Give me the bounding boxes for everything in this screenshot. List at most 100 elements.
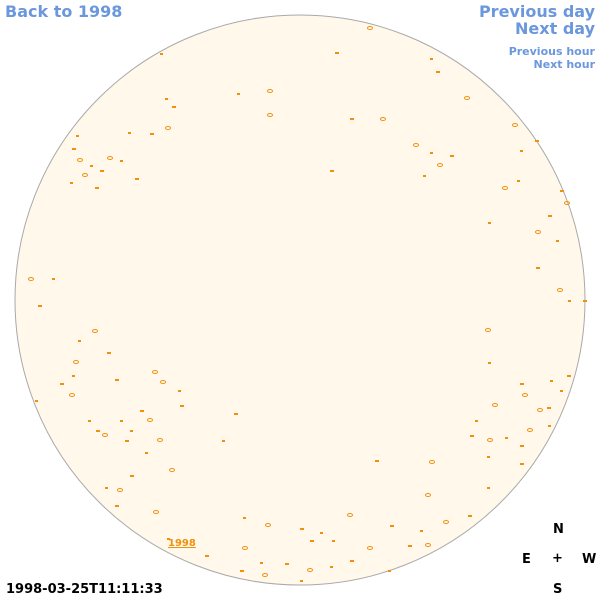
feature <box>350 560 354 562</box>
feature <box>547 407 551 409</box>
feature <box>73 360 79 364</box>
compass-east: E <box>522 552 531 567</box>
feature <box>548 215 552 217</box>
feature <box>300 528 304 530</box>
feature <box>267 89 273 93</box>
feature <box>527 428 533 432</box>
feature <box>517 180 520 182</box>
feature <box>135 178 139 180</box>
feature <box>390 525 394 527</box>
feature <box>488 362 491 364</box>
feature <box>380 117 386 121</box>
feature <box>145 452 148 454</box>
feature <box>388 570 391 572</box>
feature <box>237 93 240 95</box>
feature <box>335 52 339 54</box>
feature <box>537 408 543 412</box>
feature <box>413 143 419 147</box>
feature <box>505 437 508 439</box>
feature <box>169 468 175 472</box>
feature <box>72 375 75 377</box>
next-day-link[interactable]: Next day <box>515 19 595 38</box>
feature <box>153 510 159 514</box>
feature <box>512 123 518 127</box>
feature <box>332 540 335 542</box>
feature <box>165 98 168 100</box>
feature <box>320 532 323 534</box>
feature <box>120 160 123 162</box>
feature <box>548 425 551 427</box>
feature <box>165 126 171 130</box>
feature <box>96 430 100 432</box>
feature <box>425 543 431 547</box>
feature <box>72 148 76 150</box>
feature <box>70 182 73 184</box>
back-link[interactable]: Back to 1998 <box>5 2 123 21</box>
next-hour-link[interactable]: Next hour <box>533 58 596 71</box>
feature <box>430 152 433 154</box>
feature <box>205 555 209 557</box>
feature <box>267 113 273 117</box>
feature <box>100 170 104 172</box>
feature <box>157 438 163 442</box>
feature <box>285 563 289 565</box>
feature <box>240 570 244 572</box>
feature <box>88 420 91 422</box>
disk-label[interactable]: 1998 <box>168 538 196 549</box>
feature <box>38 305 42 307</box>
feature <box>568 300 571 302</box>
feature <box>300 580 303 582</box>
feature <box>35 400 38 402</box>
feature <box>222 440 225 442</box>
feature <box>567 375 571 377</box>
feature <box>347 513 353 517</box>
feature <box>560 390 563 392</box>
feature <box>423 175 426 177</box>
feature <box>430 58 433 60</box>
feature <box>420 530 423 532</box>
feature <box>180 405 184 407</box>
feature <box>429 460 435 464</box>
previous-day-link[interactable]: Previous day <box>478 2 595 21</box>
feature <box>160 380 166 384</box>
feature <box>107 156 113 160</box>
feature <box>443 520 449 524</box>
feature <box>160 53 163 55</box>
feature <box>535 140 539 142</box>
feature <box>330 170 334 172</box>
feature <box>69 393 75 397</box>
feature <box>243 517 246 519</box>
features <box>28 26 587 582</box>
feature <box>487 438 493 442</box>
feature <box>60 383 64 385</box>
feature <box>535 230 541 234</box>
feature <box>487 456 490 458</box>
feature <box>130 430 133 432</box>
feature <box>450 155 454 157</box>
feature <box>147 418 153 422</box>
feature <box>92 329 98 333</box>
previous-hour-link[interactable]: Previous hour <box>508 45 595 58</box>
feature <box>234 413 238 415</box>
feature <box>130 475 134 477</box>
feature <box>102 433 108 437</box>
feature <box>520 383 524 385</box>
feature <box>260 562 263 564</box>
feature <box>488 222 491 224</box>
feature <box>172 106 176 108</box>
feature <box>367 26 373 30</box>
solar-disk <box>14 14 586 586</box>
feature <box>520 150 523 152</box>
feature <box>367 546 373 550</box>
feature <box>78 340 81 342</box>
feature <box>437 163 443 167</box>
compass-north: N <box>553 522 564 537</box>
feature <box>167 538 170 540</box>
feature <box>583 300 587 302</box>
feature <box>485 328 491 332</box>
feature <box>468 515 472 517</box>
feature <box>487 487 490 489</box>
feature <box>82 173 88 177</box>
feature <box>522 393 528 397</box>
